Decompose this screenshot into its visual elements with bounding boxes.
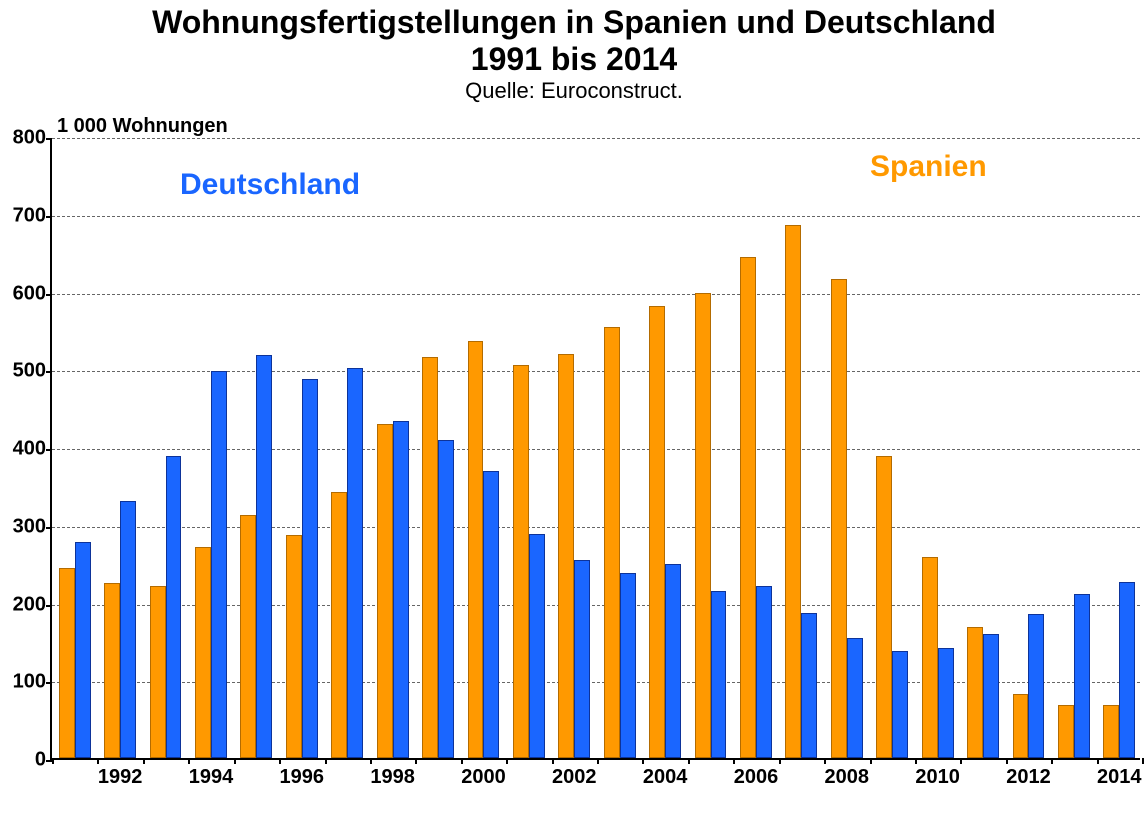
bar-deutschland xyxy=(75,542,91,758)
bar-spanien xyxy=(104,583,120,758)
x-tick-mark xyxy=(688,758,690,764)
bar-deutschland xyxy=(211,371,227,758)
source-label: Quelle: Euroconstruct. xyxy=(0,78,1148,104)
x-tick-label: 1998 xyxy=(370,758,415,789)
bar-spanien xyxy=(286,535,302,758)
bar-deutschland xyxy=(847,638,863,758)
bar-deutschland xyxy=(983,634,999,758)
x-tick-mark xyxy=(415,758,417,764)
bar-spanien xyxy=(740,257,756,758)
x-tick-label: 1992 xyxy=(98,758,143,789)
bar-spanien xyxy=(649,306,665,759)
x-tick-label: 1994 xyxy=(189,758,234,789)
bar-spanien xyxy=(604,327,620,758)
bar-deutschland xyxy=(120,501,136,758)
bar-spanien xyxy=(377,424,393,758)
bar-spanien xyxy=(785,225,801,758)
x-tick-label: 2008 xyxy=(825,758,870,789)
y-tick-label: 200 xyxy=(13,593,52,616)
x-tick-label: 2010 xyxy=(915,758,960,789)
gridline xyxy=(52,138,1140,139)
bar-deutschland xyxy=(1028,614,1044,758)
unit-label: 1 000 Wohnungen xyxy=(57,115,228,138)
y-tick-label: 500 xyxy=(13,360,52,383)
x-tick-mark xyxy=(597,758,599,764)
bar-spanien xyxy=(558,354,574,758)
bar-spanien xyxy=(1013,694,1029,758)
bar-spanien xyxy=(468,341,484,758)
x-tick-label: 1996 xyxy=(280,758,325,789)
bar-spanien xyxy=(150,586,166,758)
bar-spanien xyxy=(1058,705,1074,758)
bar-spanien xyxy=(922,557,938,758)
gridline xyxy=(52,216,1140,217)
bar-deutschland xyxy=(801,613,817,758)
bar-spanien xyxy=(513,365,529,758)
x-tick-mark xyxy=(234,758,236,764)
x-tick-label: 2006 xyxy=(734,758,779,789)
bar-deutschland xyxy=(665,564,681,758)
bar-deutschland xyxy=(756,586,772,758)
bar-deutschland xyxy=(892,651,908,758)
bar-deutschland xyxy=(1074,594,1090,758)
bar-deutschland xyxy=(347,368,363,758)
bar-deutschland xyxy=(438,440,454,758)
bar-deutschland xyxy=(529,534,545,758)
y-tick-label: 700 xyxy=(13,204,52,227)
bar-spanien xyxy=(331,492,347,758)
x-tick-mark xyxy=(506,758,508,764)
bar-spanien xyxy=(1103,705,1119,758)
x-tick-label: 2002 xyxy=(552,758,597,789)
bar-spanien xyxy=(195,547,211,758)
bar-deutschland xyxy=(711,591,727,758)
x-tick-mark xyxy=(52,758,54,764)
x-tick-label: 2014 xyxy=(1097,758,1142,789)
bar-deutschland xyxy=(1119,582,1135,758)
x-tick-label: 2000 xyxy=(461,758,506,789)
x-tick-mark xyxy=(325,758,327,764)
bar-deutschland xyxy=(574,560,590,758)
bar-deutschland xyxy=(620,573,636,758)
bar-deutschland xyxy=(393,421,409,758)
y-tick-label: 800 xyxy=(13,127,52,150)
x-tick-mark xyxy=(1142,758,1144,764)
x-tick-mark xyxy=(779,758,781,764)
bar-spanien xyxy=(422,357,438,758)
bar-deutschland xyxy=(483,471,499,758)
bar-spanien xyxy=(695,293,711,758)
bar-spanien xyxy=(831,279,847,758)
bar-deutschland xyxy=(166,456,182,758)
bar-spanien xyxy=(967,627,983,758)
x-tick-mark xyxy=(870,758,872,764)
bar-spanien xyxy=(240,515,256,758)
y-tick-label: 300 xyxy=(13,515,52,538)
bar-deutschland xyxy=(256,355,272,758)
x-tick-label: 2004 xyxy=(643,758,688,789)
gridline xyxy=(52,294,1140,295)
bar-deutschland xyxy=(302,379,318,758)
x-tick-label: 2012 xyxy=(1006,758,1051,789)
y-tick-label: 0 xyxy=(35,749,52,772)
bar-deutschland xyxy=(938,648,954,758)
y-tick-label: 100 xyxy=(13,671,52,694)
title-line-2: 1991 bis 2014 xyxy=(0,41,1148,78)
bar-spanien xyxy=(876,456,892,758)
bar-spanien xyxy=(59,568,75,758)
title-block: Wohnungsfertigstellungen in Spanien und … xyxy=(0,0,1148,104)
title-line-1: Wohnungsfertigstellungen in Spanien und … xyxy=(0,4,1148,41)
x-tick-mark xyxy=(143,758,145,764)
plot-area: 0100200300400500600700800199219941996199… xyxy=(50,138,1140,760)
y-tick-label: 600 xyxy=(13,282,52,305)
y-tick-label: 400 xyxy=(13,438,52,461)
x-tick-mark xyxy=(960,758,962,764)
x-tick-mark xyxy=(1051,758,1053,764)
